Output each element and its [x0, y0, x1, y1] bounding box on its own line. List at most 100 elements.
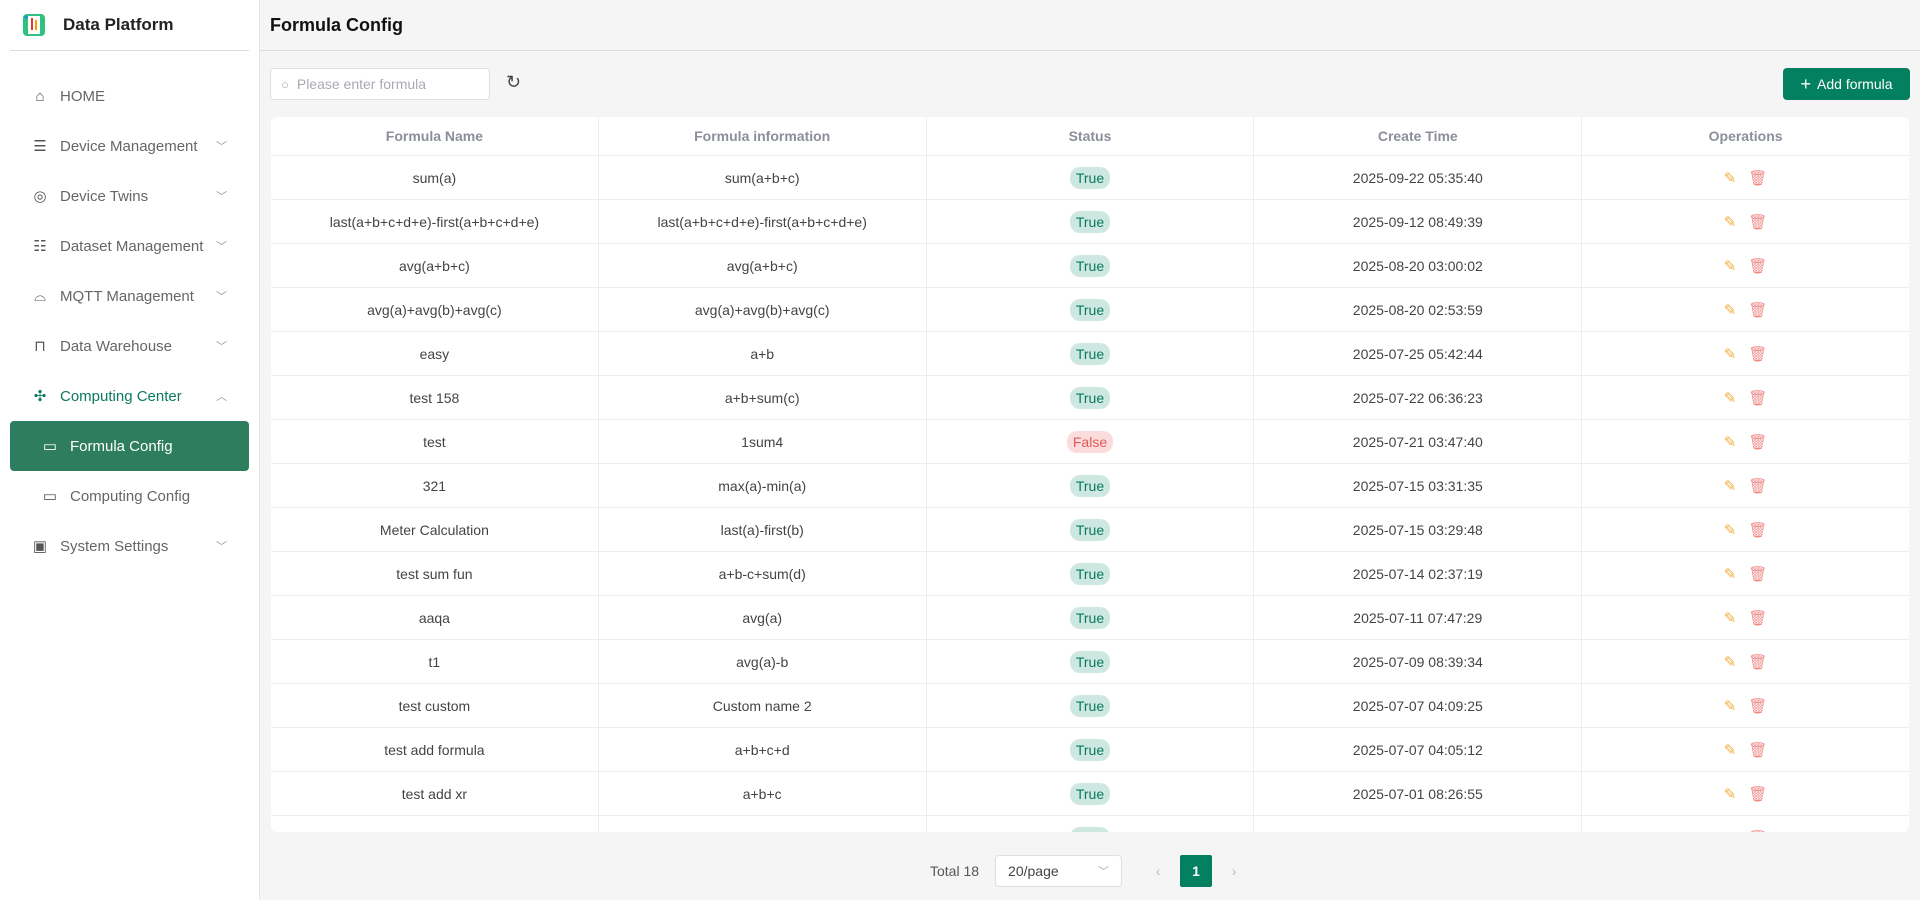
edit-icon[interactable]: ✎ — [1724, 829, 1737, 833]
edit-icon[interactable]: ✎ — [1723, 741, 1737, 759]
formula-info: a+b+c — [599, 772, 927, 815]
delete-icon[interactable]: 🗑 — [1748, 169, 1768, 187]
sidebar-item-system-settings[interactable]: ▣ System Settings ﹀ — [0, 521, 259, 571]
create-time: 2025-07-15 03:31:35 — [1254, 464, 1583, 507]
nav-label: System Settings — [60, 537, 169, 555]
delete-icon[interactable]: 🗑 — [1748, 653, 1768, 671]
operations: ✎🗑 — [1582, 288, 1909, 331]
edit-icon[interactable]: ✎ — [1723, 169, 1737, 187]
delete-icon[interactable]: 🗑 — [1748, 565, 1768, 583]
formula-name — [271, 816, 599, 832]
delete-icon[interactable]: 🗑 — [1748, 829, 1767, 833]
operations: ✎🗑 — [1582, 596, 1909, 639]
formula-name: 321 — [271, 464, 599, 507]
next-page-button[interactable]: › — [1231, 863, 1237, 879]
delete-icon[interactable]: 🗑 — [1748, 257, 1768, 275]
edit-icon[interactable]: ✎ — [1723, 433, 1737, 451]
page-1-button[interactable]: 1 — [1180, 855, 1213, 887]
edit-icon[interactable]: ✎ — [1723, 301, 1737, 319]
column-header: Create Time — [1254, 117, 1583, 155]
nav-menu: ⌂ HOME ☰ Device Management ﹀ ◎ Device Twins ﹀… — [0, 71, 259, 571]
edit-icon[interactable]: ✎ — [1723, 213, 1737, 231]
edit-icon[interactable]: ✎ — [1723, 477, 1737, 495]
operations: ✎🗑 — [1582, 244, 1909, 287]
operations: ✎🗑 — [1582, 552, 1909, 595]
page-size-value: 20/page — [1008, 863, 1059, 879]
table-row: t1 avg(a)-b True 2025-07-09 08:39:34 ✎ 🗑 — [271, 640, 1909, 684]
edit-icon[interactable]: ✎ — [1723, 609, 1737, 627]
delete-icon[interactable]: 🗑 — [1748, 521, 1768, 539]
sidebar-item-formula-config[interactable]: ▭ Formula Config — [10, 421, 249, 471]
page-size-select[interactable]: 20/page ﹀ — [995, 855, 1123, 887]
edit-icon[interactable]: ✎ — [1723, 653, 1737, 671]
column-header: Operations — [1708, 128, 1783, 144]
formula-name: easy — [271, 332, 599, 375]
delete-icon[interactable]: 🗑 — [1748, 389, 1768, 407]
sidebar-item-home[interactable]: ⌂ HOME — [0, 71, 259, 121]
board-icon: ⊓ — [34, 338, 46, 355]
formula-name: avg(a)+avg(b)+avg(c) — [271, 288, 599, 331]
table-row: sum(a) sum(a+b+c) True 2025-09-22 05:35:… — [271, 156, 1909, 200]
edit-icon[interactable]: ✎ — [1723, 565, 1737, 583]
operations: ✎🗑 — [1582, 420, 1909, 463]
monitor-icon: ▣ — [32, 538, 48, 555]
formula-name: test sum fun — [271, 552, 599, 595]
sidebar-item-data-warehouse[interactable]: ⊓ Data Warehouse ﹀ — [0, 321, 259, 371]
sidebar-item-mqtt-management[interactable]: ⌓ MQTT Management ﹀ — [0, 271, 259, 321]
status-badge: True — [1069, 342, 1111, 365]
create-time: 2025-08-20 03:00:02 — [1254, 244, 1583, 287]
sidebar-item-device-management[interactable]: ☰ Device Management ﹀ — [0, 121, 259, 171]
operations: ✎🗑 — [1582, 684, 1909, 727]
create-time: 2025-09-22 05:35:40 — [1254, 156, 1583, 199]
formula-info: avg(a)+avg(b)+avg(c) — [599, 288, 927, 331]
prev-page-button[interactable]: ‹ — [1155, 863, 1161, 879]
table-row: avg(a)+avg(b)+avg(c) avg(a)+avg(b)+avg(c… — [271, 288, 1909, 332]
edit-icon[interactable]: ✎ — [1723, 389, 1737, 407]
create-time: 2025-07-14 02:37:19 — [1254, 552, 1583, 595]
add-formula-button[interactable]: + Add formula — [1783, 68, 1910, 100]
status-badge: True — [1069, 254, 1111, 277]
delete-icon[interactable]: 🗑 — [1748, 609, 1768, 627]
formula-table: Formula Name Formula information Status … — [271, 117, 1909, 832]
delete-icon[interactable]: 🗑 — [1748, 741, 1768, 759]
create-time — [1254, 816, 1583, 832]
edit-icon[interactable]: ✎ — [1723, 257, 1737, 275]
delete-icon[interactable]: 🗑 — [1748, 785, 1768, 803]
chevron-down-icon: ﹀ — [216, 291, 227, 303]
delete-icon[interactable]: 🗑 — [1748, 433, 1768, 451]
edit-icon[interactable]: ✎ — [1723, 521, 1737, 539]
status-badge: True — [1069, 826, 1111, 832]
sidebar-item-computing-config[interactable]: ▭ Computing Config — [0, 471, 259, 521]
operations: ✎🗑 — [1582, 640, 1909, 683]
edit-icon[interactable]: ✎ — [1723, 785, 1737, 803]
table-row: 321 max(a)-min(a) True 2025-07-15 03:31:… — [271, 464, 1909, 508]
formula-info: 1sum4 — [599, 420, 927, 463]
sidebar-item-dataset-management[interactable]: ☷ Dataset Management ﹀ — [0, 221, 259, 271]
delete-icon[interactable]: 🗑 — [1748, 697, 1768, 715]
delete-icon[interactable]: 🗑 — [1748, 477, 1768, 495]
nav-label: Computing Config — [70, 487, 191, 505]
delete-icon[interactable]: 🗑 — [1748, 301, 1768, 319]
chevron-down-icon: ﹀ — [1098, 866, 1110, 878]
refresh-icon[interactable]: ↻ — [506, 72, 522, 92]
table-row: easy a+b True 2025-07-25 05:42:44 ✎ 🗑 — [271, 332, 1909, 376]
formula-info: max(a)-min(a) — [599, 464, 927, 507]
search-input[interactable]: ○ Please enter formula — [270, 68, 490, 100]
operations: ✎🗑 — [1582, 376, 1909, 419]
delete-icon[interactable]: 🗑 — [1748, 345, 1768, 363]
operations: ✎🗑 — [1582, 156, 1909, 199]
edit-icon[interactable]: ✎ — [1723, 697, 1737, 715]
sidebar-item-device-twins[interactable]: ◎ Device Twins ﹀ — [0, 171, 259, 221]
status-cell: True — [927, 596, 1255, 639]
edit-icon[interactable]: ✎ — [1723, 345, 1737, 363]
status-badge: True — [1069, 606, 1111, 629]
formula-info: last(a+b+c+d+e)-first(a+b+c+d+e) — [599, 200, 927, 243]
create-time: 2025-07-07 04:05:12 — [1254, 728, 1583, 771]
operations: ✎🗑 — [1582, 464, 1909, 507]
column-header: Formula Name — [271, 117, 599, 155]
delete-icon[interactable]: 🗑 — [1748, 213, 1768, 231]
formula-info: last(a)-first(b) — [599, 508, 927, 551]
chevron-down-icon: ﹀ — [216, 341, 227, 353]
nav-label: Formula Config — [70, 437, 173, 455]
sidebar-item-computing-center[interactable]: ✣ Computing Center ︿ — [0, 371, 259, 421]
